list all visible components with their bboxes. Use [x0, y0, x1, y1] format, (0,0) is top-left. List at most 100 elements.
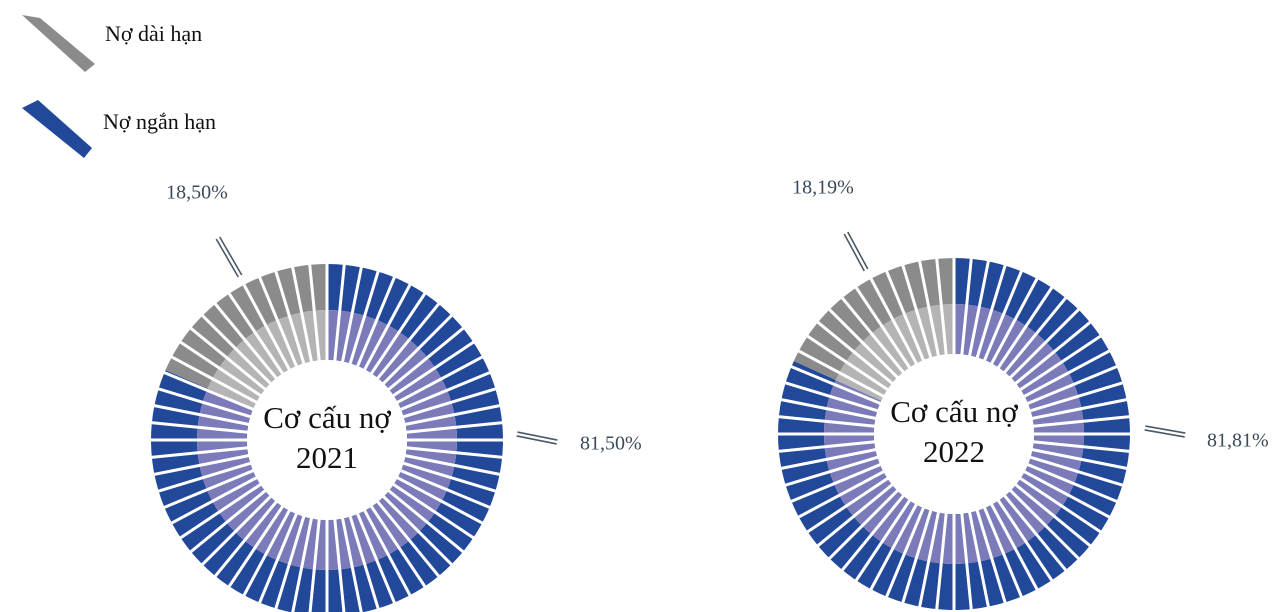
donut-hole: [874, 354, 1034, 514]
slice-divider: [391, 339, 476, 398]
slice-divider: [333, 262, 346, 363]
slice-divider: [989, 502, 1040, 592]
slice-divider: [1025, 364, 1120, 406]
slice-divider: [403, 403, 502, 427]
slice-divider: [369, 291, 428, 376]
slice-divider: [776, 415, 877, 428]
slice-divider: [779, 397, 878, 421]
donut-inner-segment: [207, 310, 327, 409]
slice-divider: [188, 488, 268, 555]
value-label: 81,81%: [1207, 430, 1269, 452]
leader-line: [215, 238, 239, 278]
slice-divider: [960, 256, 973, 357]
center-title: Cơ cấu nợ 2021: [263, 400, 391, 475]
slice-divider: [1008, 307, 1081, 380]
slice-divider: [1031, 440, 1132, 453]
slice-divider: [355, 511, 397, 606]
slice-divider: [226, 504, 285, 589]
slice-divider: [241, 508, 292, 598]
slice-divider: [839, 295, 906, 375]
slice-divider: [796, 469, 886, 520]
slice-divider: [776, 440, 877, 453]
slice-divider: [796, 348, 886, 399]
slice-divider: [1002, 295, 1069, 375]
slice-divider: [212, 301, 279, 381]
slice-divider: [868, 276, 919, 366]
slice-divider: [398, 370, 493, 412]
slice-divider: [178, 339, 263, 398]
slice-divider: [375, 301, 442, 381]
value-label: 81,50%: [580, 433, 642, 455]
slice-divider: [149, 421, 250, 434]
slice-divider: [404, 421, 505, 434]
slice-divider: [401, 461, 498, 494]
legend-icon: [22, 15, 95, 72]
slice-divider: [386, 488, 466, 555]
slice-divider: [403, 453, 502, 477]
slice-divider: [975, 508, 1008, 605]
center-title: Cơ cấu nợ 2022: [890, 394, 1018, 469]
slice-divider: [169, 475, 259, 526]
slice-divider: [369, 504, 428, 589]
slice-divider: [1018, 476, 1103, 535]
slice-divider: [241, 282, 292, 372]
slice-divider: [169, 354, 259, 405]
slice-divider: [308, 262, 321, 363]
slice-divider: [156, 386, 253, 419]
slice-divider: [975, 263, 1008, 360]
slice-divider: [178, 482, 263, 541]
slice-divider: [1030, 447, 1129, 471]
slice-divider: [827, 488, 900, 561]
slice-divider: [152, 453, 251, 477]
slice-divider: [900, 508, 933, 605]
slice-divider: [381, 313, 454, 386]
slice-divider: [839, 493, 906, 573]
slice-divider: [1030, 397, 1129, 421]
slice-divider: [788, 364, 883, 406]
slice-divider: [395, 475, 485, 526]
slice-divider: [401, 386, 498, 419]
slice-divider: [917, 510, 941, 609]
slice-divider: [853, 285, 912, 370]
legend-label: Nợ ngắn hạn: [103, 109, 216, 134]
slice-divider: [333, 517, 346, 612]
slice-divider: [161, 370, 256, 412]
leader-line: [843, 233, 865, 272]
leader-line: [1144, 429, 1185, 438]
leader-line: [1145, 425, 1186, 434]
slice-divider: [868, 502, 919, 592]
slice-divider: [1013, 482, 1093, 549]
value-label: 18,50%: [166, 182, 228, 204]
slice-divider: [783, 455, 880, 488]
slice-divider: [398, 468, 493, 510]
slice-divider: [257, 274, 299, 369]
slice-divider: [935, 256, 948, 357]
slice-divider: [149, 446, 250, 459]
slice-divider: [273, 269, 306, 366]
slice-divider: [827, 307, 900, 380]
legend-label: Nợ dài hạn: [105, 21, 202, 46]
slice-divider: [1028, 380, 1125, 413]
slice-divider: [1018, 333, 1103, 392]
slice-divider: [815, 319, 895, 386]
slice-divider: [355, 274, 397, 369]
slice-divider: [404, 446, 505, 459]
slice-divider: [853, 498, 912, 583]
donut-hole: [247, 360, 407, 520]
slice-divider: [805, 333, 890, 392]
slice-divider: [348, 269, 381, 366]
slice-divider: [1031, 415, 1132, 428]
slice-divider: [788, 462, 883, 504]
slice-divider: [884, 268, 926, 363]
slice-divider: [290, 265, 314, 364]
slice-divider: [257, 511, 299, 606]
slice-divider: [779, 447, 878, 471]
slice-divider: [152, 403, 251, 427]
slice-divider: [375, 499, 442, 579]
leader-line: [516, 435, 557, 445]
donut-inner-segment: [835, 304, 954, 401]
slice-divider: [340, 265, 364, 364]
slice-divider: [156, 461, 253, 494]
